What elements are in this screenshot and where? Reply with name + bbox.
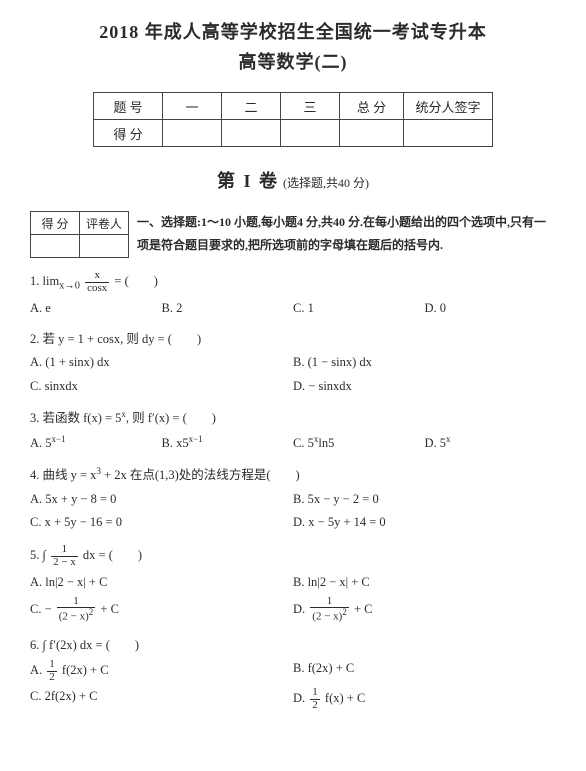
question-6-option-2: C. 2f(2x) + C — [30, 687, 293, 711]
question-1-stem: 1. limx→0 xcosx = ( ) — [30, 270, 556, 295]
question-4-option-0: A. 5x + y − 8 = 0 — [30, 490, 293, 509]
question-1-option-3: D. 0 — [425, 299, 557, 318]
score-col-4: 总 分 — [340, 93, 404, 120]
score-col-5: 统分人签字 — [404, 93, 493, 120]
grader-table: 得 分 评卷人 — [30, 211, 129, 258]
question-4-option-2: C. x + 5y − 16 = 0 — [30, 513, 293, 532]
question-4-option-1: B. 5x − y − 2 = 0 — [293, 490, 556, 509]
question-2-stem: 2. 若 y = 1 + cosx, 则 dy = ( ) — [30, 330, 556, 349]
question-2-option-1: B. (1 − sinx) dx — [293, 353, 556, 372]
score-header-row1: 题 号一二三总 分统分人签字 — [94, 93, 493, 120]
question-4-stem: 4. 曲线 y = x3 + 2x 在点(1,3)处的法线方程是( ) — [30, 465, 556, 486]
question-5-options: A. ln|2 − x| + CB. ln|2 − x| + CC. − 1(2… — [30, 573, 556, 628]
question-5-option-1: B. ln|2 − x| + C — [293, 573, 556, 592]
section-heading-small: (选择题,共40 分) — [283, 176, 369, 190]
part1-row: 得 分 评卷人 一、选择题:1～10 小题,每小题4 分,共40 分.在每小题给… — [30, 211, 556, 258]
section-heading: 第 I 卷 (选择题,共40 分) — [30, 167, 556, 193]
question-3-option-1: B. x5x−1 — [162, 433, 294, 454]
score-header-row2: 得 分 — [94, 120, 493, 147]
question-3-option-2: C. 5xln5 — [293, 433, 425, 454]
score-blank-2 — [222, 120, 281, 147]
grader-blank2 — [80, 235, 129, 258]
question-6-stem: 6. ∫ f′(2x) dx = ( ) — [30, 636, 556, 655]
question-2-option-0: A. (1 + sinx) dx — [30, 353, 293, 372]
question-1-option-2: C. 1 — [293, 299, 425, 318]
page-title-line1: 2018 年成人高等学校招生全国统一考试专升本 — [30, 18, 556, 44]
score-row2-label: 得 分 — [94, 120, 163, 147]
grader-c2: 评卷人 — [80, 212, 129, 235]
question-1-option-0: A. e — [30, 299, 162, 318]
question-4-options: A. 5x + y − 8 = 0B. 5x − y − 2 = 0C. x +… — [30, 490, 556, 537]
grader-c1: 得 分 — [31, 212, 80, 235]
question-6-option-3: D. 12 f(x) + C — [293, 687, 556, 711]
question-3-option-3: D. 5x — [425, 433, 557, 454]
page-title-line2: 高等数学(二) — [30, 48, 556, 74]
score-col-0: 题 号 — [94, 93, 163, 120]
question-1-option-1: B. 2 — [162, 299, 294, 318]
question-3-stem: 3. 若函数 f(x) = 5x, 则 f′(x) = ( ) — [30, 408, 556, 429]
question-5-option-3: D. 1(2 − x)2 + C — [293, 596, 556, 624]
part1-instruction: 一、选择题:1～10 小题,每小题4 分,共40 分.在每小题给出的四个选项中,… — [137, 211, 556, 257]
question-6-options: A. 12 f(2x) + CB. f(2x) + CC. 2f(2x) + C… — [30, 659, 556, 715]
score-col-2: 二 — [222, 93, 281, 120]
score-blank-4 — [340, 120, 404, 147]
exam-page: 2018 年成人高等学校招生全国统一考试专升本 高等数学(二) 题 号一二三总 … — [0, 0, 586, 741]
grader-blank1 — [31, 235, 80, 258]
question-3-options: A. 5x−1B. x5x−1C. 5xln5D. 5x — [30, 433, 556, 458]
score-header-table: 题 号一二三总 分统分人签字 得 分 — [93, 92, 493, 147]
question-6-option-0: A. 12 f(2x) + C — [30, 659, 293, 683]
score-col-3: 三 — [281, 93, 340, 120]
question-1-options: A. eB. 2C. 1D. 0 — [30, 299, 556, 322]
question-4-option-3: D. x − 5y + 14 = 0 — [293, 513, 556, 532]
score-blank-3 — [281, 120, 340, 147]
question-5-option-0: A. ln|2 − x| + C — [30, 573, 293, 592]
section-heading-big: 第 I 卷 — [217, 171, 279, 191]
question-3-option-0: A. 5x−1 — [30, 433, 162, 454]
question-5-option-2: C. − 1(2 − x)2 + C — [30, 596, 293, 624]
question-2-options: A. (1 + sinx) dxB. (1 − sinx) dxC. sinxd… — [30, 353, 556, 400]
score-col-1: 一 — [163, 93, 222, 120]
score-blank-5 — [404, 120, 493, 147]
question-6-option-1: B. f(2x) + C — [293, 659, 556, 683]
score-blank-1 — [163, 120, 222, 147]
question-list: 1. limx→0 xcosx = ( ) A. eB. 2C. 1D. 0 2. … — [30, 270, 556, 715]
question-5-stem: 5. ∫ 12 − x dx = ( ) — [30, 544, 556, 568]
question-2-option-3: D. − sinxdx — [293, 377, 556, 396]
question-2-option-2: C. sinxdx — [30, 377, 293, 396]
